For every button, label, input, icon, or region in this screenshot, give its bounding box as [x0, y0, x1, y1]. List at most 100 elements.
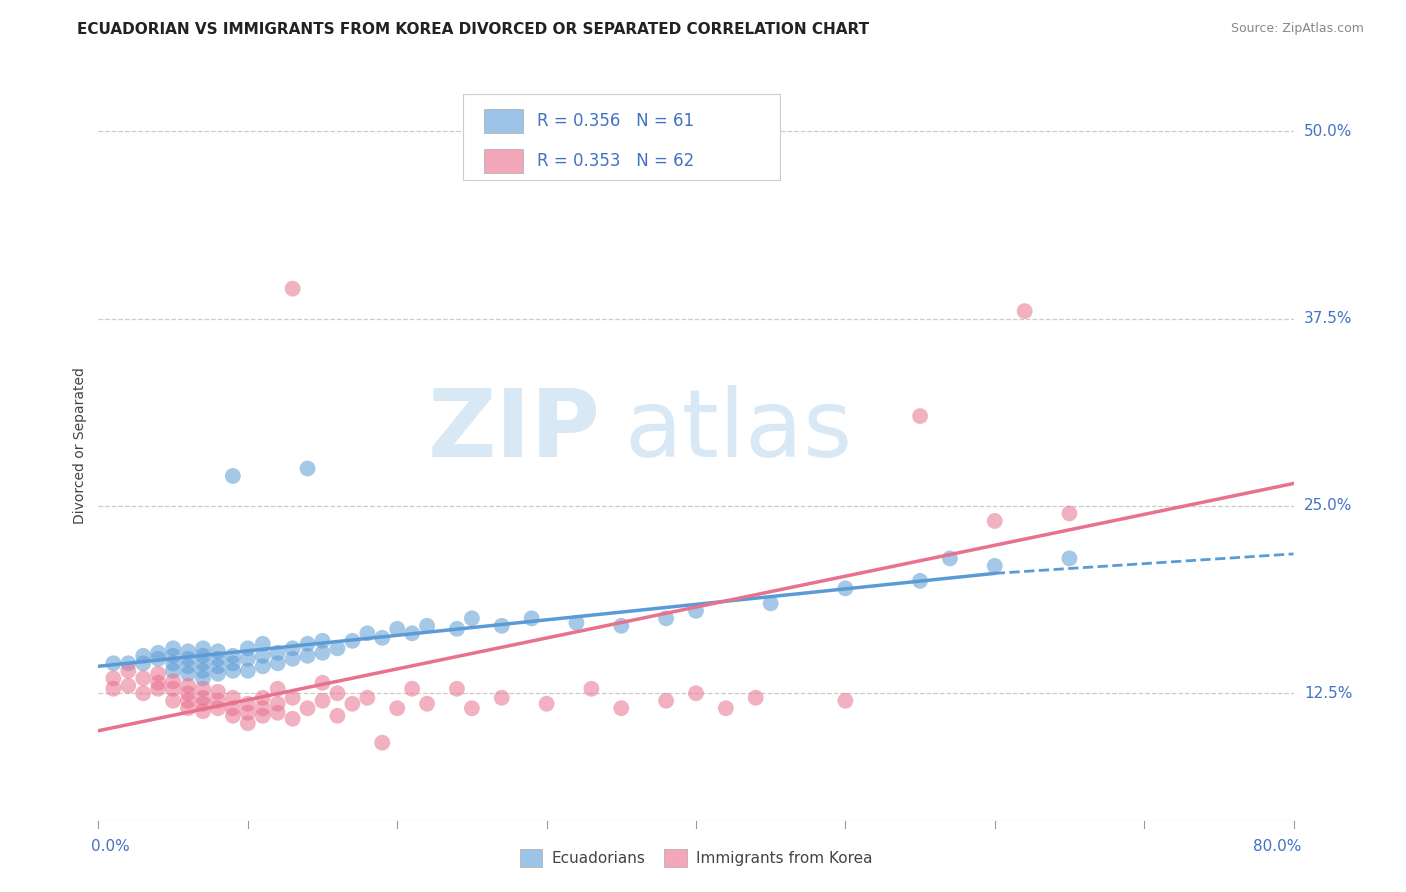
Text: 12.5%: 12.5% — [1303, 686, 1353, 701]
Point — [446, 681, 468, 696]
Point — [162, 641, 184, 656]
Point — [311, 675, 333, 690]
Text: ZIP: ZIP — [427, 385, 600, 477]
Point — [252, 659, 274, 673]
Point — [103, 681, 125, 696]
Point — [834, 582, 856, 596]
Point — [117, 657, 139, 671]
Point — [745, 690, 768, 705]
Point — [191, 690, 214, 705]
Point — [581, 681, 603, 696]
Point — [1014, 304, 1036, 318]
Point — [297, 648, 319, 663]
Point — [385, 622, 409, 636]
Point — [401, 626, 423, 640]
Text: 50.0%: 50.0% — [1303, 124, 1353, 139]
Text: atlas: atlas — [624, 385, 852, 477]
Point — [1059, 507, 1081, 521]
Legend: Ecuadorians, Immigrants from Korea: Ecuadorians, Immigrants from Korea — [513, 843, 879, 873]
Point — [984, 558, 1007, 573]
Point — [132, 671, 155, 685]
Point — [222, 648, 245, 663]
Text: R = 0.356   N = 61: R = 0.356 N = 61 — [537, 112, 695, 130]
Point — [311, 633, 333, 648]
Y-axis label: Divorced or Separated: Divorced or Separated — [73, 368, 87, 524]
Point — [655, 694, 678, 708]
Point — [267, 646, 290, 660]
Point — [191, 681, 214, 696]
Point — [252, 701, 274, 715]
Point — [655, 611, 678, 625]
Point — [236, 652, 259, 666]
Point — [236, 706, 259, 720]
Point — [520, 611, 543, 625]
Point — [162, 657, 184, 671]
Point — [759, 596, 782, 610]
Point — [222, 708, 245, 723]
Point — [236, 697, 259, 711]
Point — [191, 657, 214, 671]
Point — [177, 644, 200, 658]
Point — [191, 664, 214, 678]
Point — [162, 648, 184, 663]
Point — [685, 604, 707, 618]
Point — [222, 690, 245, 705]
Point — [252, 637, 274, 651]
Point — [132, 657, 155, 671]
Point — [162, 694, 184, 708]
Point — [834, 694, 856, 708]
Point — [162, 681, 184, 696]
Point — [148, 681, 170, 696]
Point — [565, 615, 588, 630]
Point — [416, 697, 439, 711]
Point — [311, 646, 333, 660]
Point — [536, 697, 558, 711]
Point — [236, 641, 259, 656]
Point — [326, 641, 349, 656]
FancyBboxPatch shape — [485, 149, 523, 173]
Point — [326, 708, 349, 723]
Point — [984, 514, 1007, 528]
Point — [252, 708, 274, 723]
Point — [311, 694, 333, 708]
Point — [148, 646, 170, 660]
Point — [491, 619, 513, 633]
Point — [177, 679, 200, 693]
Text: 37.5%: 37.5% — [1303, 311, 1353, 326]
Point — [371, 736, 394, 750]
Point — [148, 675, 170, 690]
Point — [207, 652, 229, 666]
Point — [117, 664, 139, 678]
Point — [461, 611, 484, 625]
Point — [207, 659, 229, 673]
Point — [162, 674, 184, 689]
Point — [162, 664, 184, 678]
Point — [356, 626, 378, 640]
Point — [416, 619, 439, 633]
Point — [177, 659, 200, 673]
Point — [610, 619, 633, 633]
Point — [714, 701, 737, 715]
Text: 25.0%: 25.0% — [1303, 499, 1353, 514]
Point — [281, 282, 304, 296]
Point — [267, 681, 290, 696]
Point — [177, 686, 200, 700]
Point — [207, 666, 229, 681]
FancyBboxPatch shape — [485, 110, 523, 134]
Point — [117, 679, 139, 693]
Point — [281, 690, 304, 705]
Point — [297, 701, 319, 715]
Point — [939, 551, 962, 566]
Point — [207, 694, 229, 708]
Point — [191, 671, 214, 685]
Point — [297, 461, 319, 475]
Point — [191, 704, 214, 718]
Point — [236, 664, 259, 678]
Text: Source: ZipAtlas.com: Source: ZipAtlas.com — [1230, 22, 1364, 36]
Point — [326, 686, 349, 700]
Text: R = 0.353   N = 62: R = 0.353 N = 62 — [537, 152, 695, 170]
Point — [267, 657, 290, 671]
Point — [177, 666, 200, 681]
Point — [281, 641, 304, 656]
Point — [191, 697, 214, 711]
